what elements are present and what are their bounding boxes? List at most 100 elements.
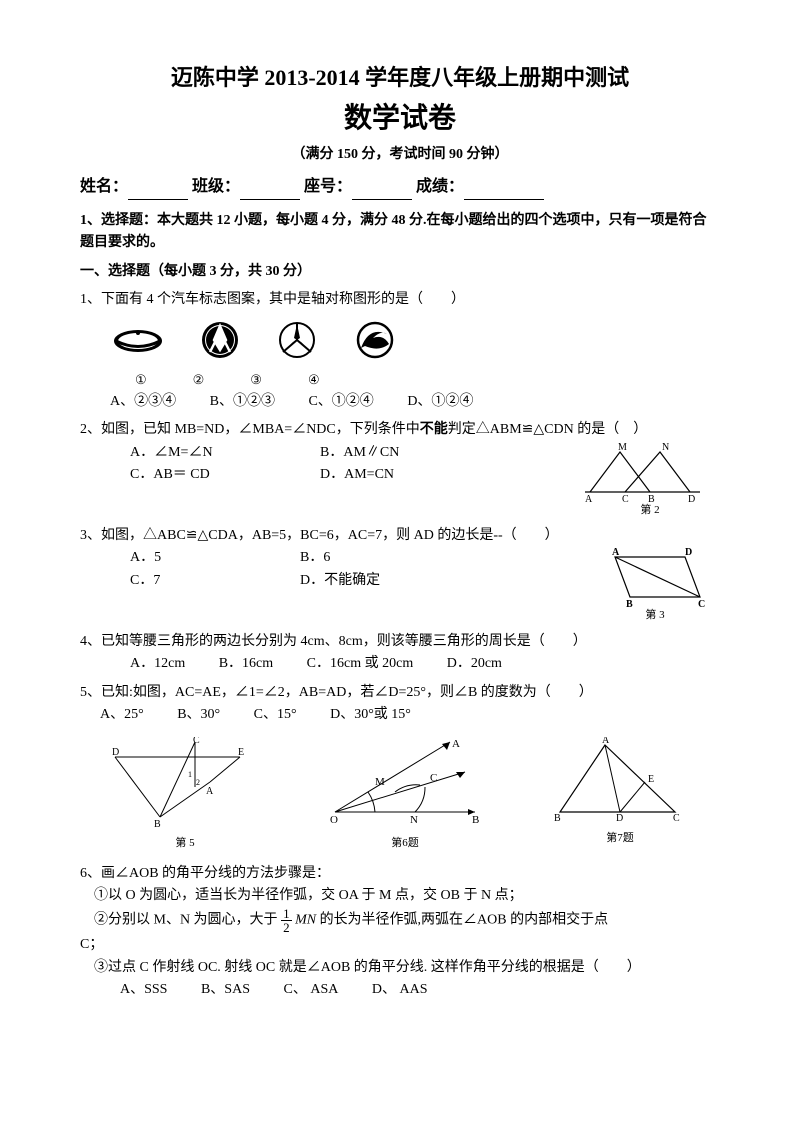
figures-row: D E C A B 1 2 第 5 O A B M N C 第6题 [80, 737, 720, 853]
svg-text:A: A [452, 738, 460, 750]
score-blank[interactable] [464, 183, 544, 200]
svg-text:D: D [685, 547, 692, 558]
q1-options: A、②③④ B、①②③ C、①②④ D、①②④ [110, 391, 720, 413]
q5-opt-a: A、25° [100, 704, 144, 726]
svg-text:B: B [154, 819, 161, 827]
q6-line1: 6、画∠AOB 的角平分线的方法步骤是： [80, 863, 720, 885]
logo-3-icon [273, 320, 321, 360]
logo-1-icon [110, 324, 166, 360]
svg-text:E: E [648, 774, 654, 785]
svg-text:C: C [193, 737, 200, 746]
q3-fig-label: 第 3 [590, 607, 720, 625]
q2-figure: M N A C B D 第 2 [580, 442, 720, 520]
q3-opt-d: D．不能确定 [300, 570, 380, 592]
q5-opt-b: B、30° [177, 704, 220, 726]
logo-2-icon [196, 320, 244, 360]
fig5-label: 第 5 [110, 835, 260, 853]
svg-text:A: A [585, 494, 593, 502]
svg-text:M: M [375, 776, 385, 788]
svg-text:M: M [618, 442, 627, 453]
svg-text:B: B [626, 599, 633, 607]
svg-text:A: A [612, 547, 620, 558]
svg-text:E: E [238, 747, 244, 758]
name-label: 姓名： [80, 178, 128, 195]
svg-text:A: A [602, 737, 610, 746]
question-3: 3、如图，△ABC≌△CDA，AB=5，BC=6，AC=7，则 AD 的边长是-… [80, 525, 720, 625]
q2-opt-c: C．AB＝ CD [130, 464, 290, 486]
q2-opt-a: A．∠M=∠N [130, 442, 290, 464]
q6-mn: MN [295, 913, 316, 928]
fig6-label: 第6题 [320, 835, 490, 853]
q6-step2a: ②分别以 M、N 为圆心，大于 [94, 913, 278, 928]
fig6: O A B M N C 第6题 [320, 737, 490, 853]
q6-opt-c: C、 ASA [284, 979, 339, 1001]
fig7-label: 第7题 [550, 830, 690, 848]
fig7: A B C D E 第7题 [550, 737, 690, 853]
question-6: 6、画∠AOB 的角平分线的方法步骤是： ①以 O 为圆心，适当长为半径作弧，交… [80, 863, 720, 1002]
title-main: 迈陈中学 2013-2014 学年度八年级上册期中测试 [80, 60, 720, 95]
logos-row [110, 320, 720, 368]
q3-opt-c: C．7 [130, 570, 270, 592]
q5-options: A、25° B、30° C、15° D、30°或 15° [100, 704, 720, 726]
title-sub: 数学试卷 [80, 97, 720, 142]
q4-opt-d: D．20cm [447, 653, 502, 675]
q1-text: 1、下面有 4 个汽车标志图案，其中是轴对称图形的是（ ） [80, 289, 720, 311]
student-fields: 姓名： 班级： 座号： 成绩： [80, 174, 720, 200]
q6-step3: ③过点 C 作射线 OC. 射线 OC 就是∠AOB 的角平分线. 这样作角平分… [94, 957, 720, 979]
svg-text:C: C [622, 494, 629, 502]
q2-text: 2、如图，已知 MB=ND，∠MBA=∠NDC，下列条件中不能判定△ABM≌△C… [80, 419, 720, 441]
svg-text:B: B [648, 494, 655, 502]
q3-opt-b: B．6 [300, 547, 330, 569]
section-note: 1、选择题：本大题共 12 小题，每小题 4 分，满分 48 分.在每小题给出的… [80, 210, 720, 255]
q2-bold: 不能 [420, 422, 448, 437]
q4-opt-b: B．16cm [219, 653, 273, 675]
q1-opt-a: A、②③④ [110, 391, 176, 413]
fig5: D E C A B 1 2 第 5 [110, 737, 260, 853]
q6-opt-d: D、 AAS [372, 979, 428, 1001]
q3-text: 3、如图，△ABC≌△CDA，AB=5，BC=6，AC=7，则 AD 的边长是-… [80, 525, 720, 547]
svg-text:D: D [688, 494, 695, 502]
q6-step2: ②分别以 M、N 为圆心，大于 12 MN 的长为半径作弧,两弧在∠AOB 的内… [94, 907, 720, 934]
q3-figure: A D B C 第 3 [590, 547, 720, 625]
section-head: 一、选择题（每小题 3 分，共 30 分） [80, 261, 720, 283]
question-5: 5、已知:如图，AC=AE，∠1=∠2，AB=AD，若∠D=25°，则∠B 的度… [80, 682, 720, 727]
q6-options: A、SSS B、SAS C、 ASA D、 AAS [120, 979, 720, 1001]
q6-opt-a: A、SSS [120, 979, 167, 1001]
q4-opt-c: C．16cm 或 20cm [307, 653, 414, 675]
q1-opt-d: D、①②④ [407, 391, 473, 413]
q5-opt-d: D、30°或 15° [330, 704, 411, 726]
seat-blank[interactable] [352, 183, 412, 200]
svg-text:N: N [662, 442, 669, 453]
q2-suffix: 判定△ABM≌△CDN 的是（ ） [448, 422, 647, 437]
svg-text:C: C [673, 813, 680, 822]
svg-text:C: C [698, 599, 705, 607]
q6-step2b: 的长为半径作弧,两弧在∠AOB 的内部相交于点 [320, 913, 609, 928]
svg-text:2: 2 [196, 778, 200, 787]
fraction-icon: 12 [281, 907, 292, 934]
svg-text:B: B [472, 814, 479, 826]
q6-step2c: C； [80, 934, 720, 956]
name-blank[interactable] [128, 183, 188, 200]
q6-opt-b: B、SAS [201, 979, 250, 1001]
question-1: 1、下面有 4 个汽车标志图案，其中是轴对称图形的是（ ） ①②③④ A、②③④… [80, 289, 720, 413]
svg-text:N: N [410, 814, 418, 826]
class-blank[interactable] [240, 183, 300, 200]
q5-text: 5、已知:如图，AC=AE，∠1=∠2，AB=AD，若∠D=25°，则∠B 的度… [80, 682, 720, 704]
svg-text:D: D [616, 813, 623, 822]
score-label: 成绩： [416, 178, 464, 195]
q4-opt-a: A．12cm [130, 653, 185, 675]
question-4: 4、已知等腰三角形的两边长分别为 4cm、8cm，则该等腰三角形的周长是（ ） … [80, 631, 720, 676]
q2-opt-b: B．AM∥CN [320, 442, 399, 464]
logo-4-icon [351, 320, 399, 360]
exam-meta: （满分 150 分，考试时间 90 分钟） [80, 144, 720, 166]
q1-opt-b: B、①②③ [210, 391, 275, 413]
svg-text:B: B [554, 813, 561, 822]
q1-opt-c: C、①②④ [308, 391, 373, 413]
q4-text: 4、已知等腰三角形的两边长分别为 4cm、8cm，则该等腰三角形的周长是（ ） [80, 631, 720, 653]
q3-opt-a: A．5 [130, 547, 270, 569]
q2-opt-d: D．AM=CN [320, 464, 394, 486]
svg-text:O: O [330, 814, 338, 826]
logo-labels: ①②③④ [135, 370, 720, 391]
q6-step1: ①以 O 为圆心，适当长为半径作弧，交 OA 于 M 点，交 OB 于 N 点； [94, 885, 720, 907]
svg-text:1: 1 [188, 770, 192, 779]
